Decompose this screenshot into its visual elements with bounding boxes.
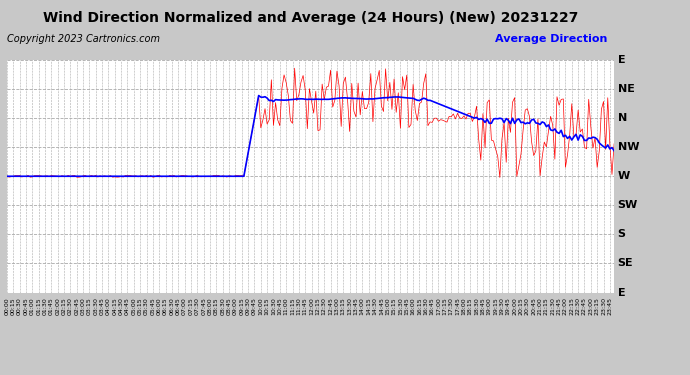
Text: SE: SE [618, 258, 633, 268]
Text: Wind Direction Normalized and Average (24 Hours) (New) 20231227: Wind Direction Normalized and Average (2… [43, 11, 578, 25]
Text: NW: NW [618, 142, 639, 152]
Text: S: S [618, 230, 626, 239]
Text: N: N [618, 113, 627, 123]
Text: SW: SW [618, 200, 638, 210]
Text: Average Direction: Average Direction [495, 34, 607, 44]
Text: Copyright 2023 Cartronics.com: Copyright 2023 Cartronics.com [7, 34, 160, 44]
Text: W: W [618, 171, 630, 181]
Text: E: E [618, 288, 625, 297]
Text: NE: NE [618, 84, 634, 94]
Text: E: E [618, 55, 625, 65]
